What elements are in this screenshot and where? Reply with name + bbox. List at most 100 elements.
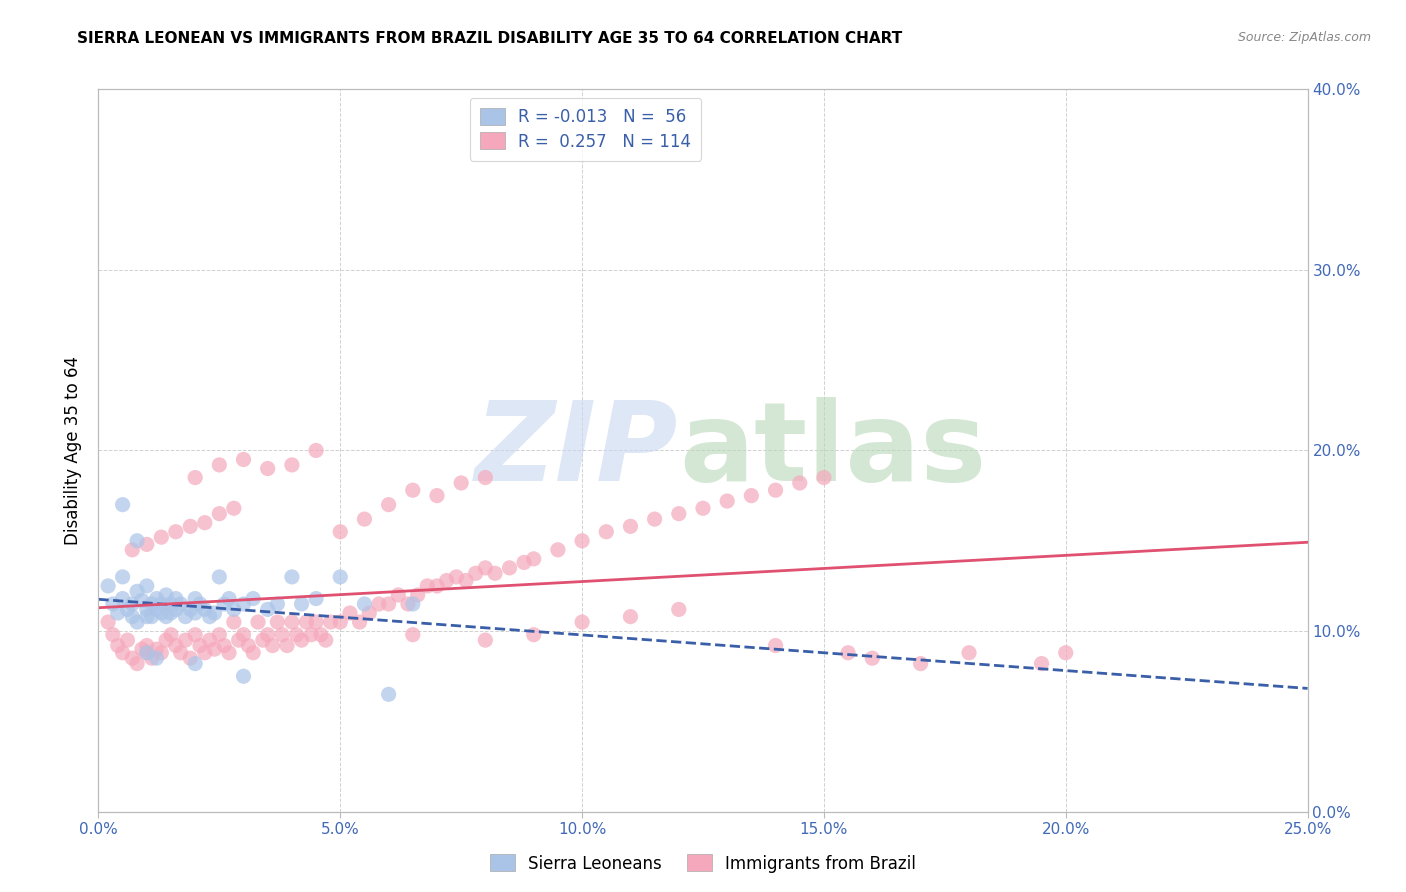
Point: [276, 639, 298, 653]
Point: [329, 615, 352, 629]
Point: [222, 602, 245, 616]
Point: [513, 556, 536, 570]
Text: ZIP: ZIP: [475, 397, 679, 504]
Point: [141, 651, 163, 665]
Point: [160, 606, 183, 620]
Point: [238, 639, 260, 653]
Point: [377, 597, 399, 611]
Point: [121, 542, 143, 557]
Point: [450, 475, 472, 490]
Point: [281, 570, 304, 584]
Point: [141, 597, 163, 611]
Point: [523, 551, 546, 566]
Point: [111, 498, 134, 512]
Point: [204, 642, 226, 657]
Point: [271, 628, 294, 642]
Point: [135, 639, 157, 653]
Point: [184, 628, 207, 642]
Point: [416, 579, 439, 593]
Point: [668, 602, 690, 616]
Point: [101, 628, 124, 642]
Point: [107, 639, 129, 653]
Point: [169, 597, 191, 611]
Point: [1031, 657, 1053, 671]
Point: [188, 597, 211, 611]
Point: [305, 443, 328, 458]
Point: [377, 498, 399, 512]
Point: [474, 561, 496, 575]
Point: [228, 633, 250, 648]
Point: [368, 597, 391, 611]
Point: [547, 542, 569, 557]
Point: [242, 591, 264, 606]
Point: [266, 597, 288, 611]
Point: [232, 452, 254, 467]
Point: [150, 597, 173, 611]
Point: [247, 615, 270, 629]
Point: [232, 628, 254, 642]
Point: [135, 609, 157, 624]
Point: [150, 606, 173, 620]
Point: [179, 519, 201, 533]
Point: [155, 633, 177, 648]
Point: [184, 470, 207, 484]
Point: [256, 602, 278, 616]
Point: [319, 615, 342, 629]
Point: [155, 609, 177, 624]
Point: [184, 591, 207, 606]
Point: [150, 646, 173, 660]
Point: [256, 461, 278, 475]
Text: atlas: atlas: [679, 397, 986, 504]
Point: [212, 639, 235, 653]
Point: [222, 501, 245, 516]
Point: [184, 606, 207, 620]
Point: [387, 588, 409, 602]
Point: [910, 657, 932, 671]
Point: [242, 646, 264, 660]
Point: [860, 651, 883, 665]
Point: [446, 570, 468, 584]
Point: [765, 483, 787, 498]
Point: [127, 584, 149, 599]
Point: [315, 633, 337, 648]
Legend: R = -0.013   N =  56, R =  0.257   N = 114: R = -0.013 N = 56, R = 0.257 N = 114: [470, 97, 700, 161]
Point: [406, 588, 429, 602]
Point: [813, 470, 835, 484]
Point: [281, 458, 304, 472]
Point: [212, 597, 235, 611]
Point: [716, 494, 738, 508]
Point: [174, 609, 197, 624]
Point: [305, 615, 328, 629]
Point: [571, 615, 593, 629]
Point: [179, 602, 201, 616]
Point: [454, 574, 477, 588]
Point: [208, 507, 231, 521]
Point: [208, 570, 231, 584]
Point: [97, 579, 120, 593]
Point: [145, 642, 167, 657]
Point: [765, 639, 787, 653]
Point: [131, 593, 153, 607]
Point: [208, 458, 231, 472]
Point: [232, 669, 254, 683]
Point: [121, 651, 143, 665]
Point: [184, 657, 207, 671]
Point: [309, 628, 332, 642]
Point: [837, 646, 859, 660]
Point: [150, 530, 173, 544]
Point: [353, 597, 375, 611]
Point: [165, 591, 187, 606]
Point: [198, 633, 221, 648]
Legend: Sierra Leoneans, Immigrants from Brazil: Sierra Leoneans, Immigrants from Brazil: [484, 847, 922, 880]
Point: [179, 651, 201, 665]
Point: [204, 606, 226, 620]
Point: [232, 597, 254, 611]
Point: [426, 579, 449, 593]
Point: [619, 519, 641, 533]
Point: [111, 570, 134, 584]
Point: [145, 651, 167, 665]
Point: [131, 642, 153, 657]
Point: [402, 483, 425, 498]
Point: [498, 561, 520, 575]
Point: [295, 615, 318, 629]
